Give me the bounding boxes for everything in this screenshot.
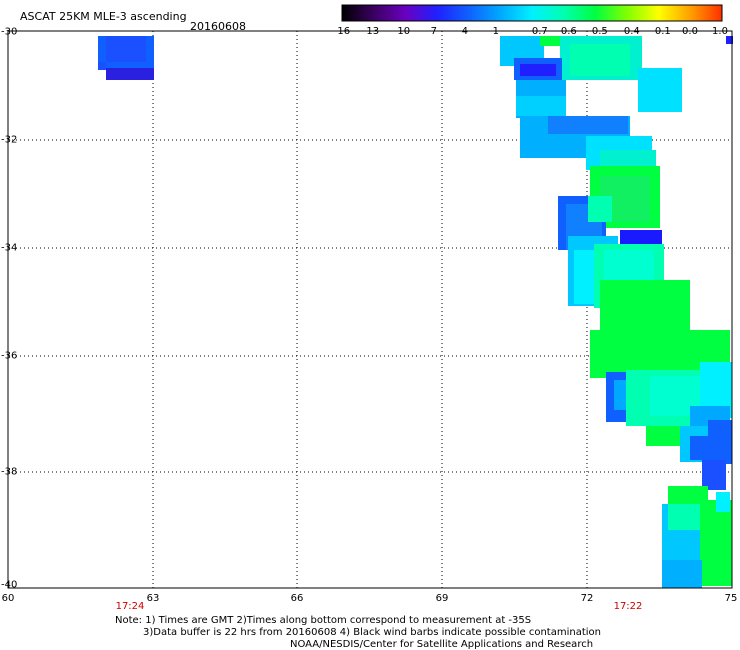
swath-cell xyxy=(106,36,146,62)
colorbar xyxy=(341,4,733,44)
swath-cell xyxy=(604,250,654,280)
lat-label: -38 xyxy=(1,466,18,478)
lon-label: 72 xyxy=(580,593,594,604)
swath-cell xyxy=(600,150,656,170)
product-title: ASCAT 25KM MLE-3 ascending xyxy=(20,10,187,23)
swath-cell xyxy=(548,116,628,134)
colorbar-tick: -10 xyxy=(393,26,411,37)
swath-cell xyxy=(98,62,106,70)
swath-cell xyxy=(620,230,662,244)
swath-cell xyxy=(646,426,682,446)
colorbar-tick: 1.0 xyxy=(712,26,728,37)
colorbar-tick: -7 xyxy=(427,26,437,37)
swath-cell xyxy=(662,560,702,588)
swath-cell xyxy=(668,486,708,508)
lat-label: -30 xyxy=(1,26,18,38)
lon-label: 60 xyxy=(1,593,15,604)
footer-note-1: Note: 1) Times are GMT 2)Times along bot… xyxy=(115,615,532,626)
colorbar-tick: -0.5 xyxy=(588,26,608,37)
colorbar-tick: -0.6 xyxy=(557,26,577,37)
colorbar-tick: -0.7 xyxy=(528,26,548,37)
colorbar-tick: -4 xyxy=(458,26,468,37)
colorbar-tick: -0.1 xyxy=(651,26,671,37)
lon-label: 69 xyxy=(435,593,449,604)
lat-label: -32 xyxy=(1,134,18,146)
swath-cell xyxy=(516,96,566,116)
product-date: 20160608 xyxy=(190,20,246,33)
lat-label: -40 xyxy=(1,579,18,591)
lat-label: -36 xyxy=(1,350,18,362)
map-frame xyxy=(7,30,733,589)
lon-label: 63 xyxy=(146,593,160,604)
colorbar-tick: -1 xyxy=(489,26,499,37)
swath-cell xyxy=(106,68,154,80)
footer-note-2: 3)Data buffer is 22 hrs from 20160608 4)… xyxy=(143,627,601,638)
swath-cell xyxy=(700,500,732,586)
swath-cell xyxy=(702,460,726,490)
swath-cell xyxy=(590,330,730,360)
colorbar-end-marker xyxy=(726,36,733,44)
swath-cell xyxy=(716,492,730,512)
footer-credit: NOAA/NESDIS/Center for Satellite Applica… xyxy=(290,639,594,650)
lon-label: 66 xyxy=(290,593,304,604)
swath-cell xyxy=(588,196,612,222)
swath-cell xyxy=(540,36,560,46)
colorbar-tick: 0.0 xyxy=(682,26,698,37)
time-label: 17:24 xyxy=(115,601,145,612)
colorbar-tick: -13 xyxy=(362,26,380,37)
colorbar-tick: -0.4 xyxy=(620,26,640,37)
colorbar-gradient xyxy=(341,4,723,22)
swath-cell xyxy=(668,504,704,530)
swath-cell xyxy=(570,44,630,76)
swath-cell xyxy=(708,420,732,464)
time-label: 17:22 xyxy=(613,601,643,612)
lat-label: -34 xyxy=(1,242,18,254)
mle-swath-cells xyxy=(98,36,732,588)
lon-label: 75 xyxy=(724,593,738,604)
colorbar-tick: -16 xyxy=(333,26,351,37)
swath-cell xyxy=(638,68,682,112)
swath-cell xyxy=(520,64,556,76)
swath-cell xyxy=(690,436,710,460)
